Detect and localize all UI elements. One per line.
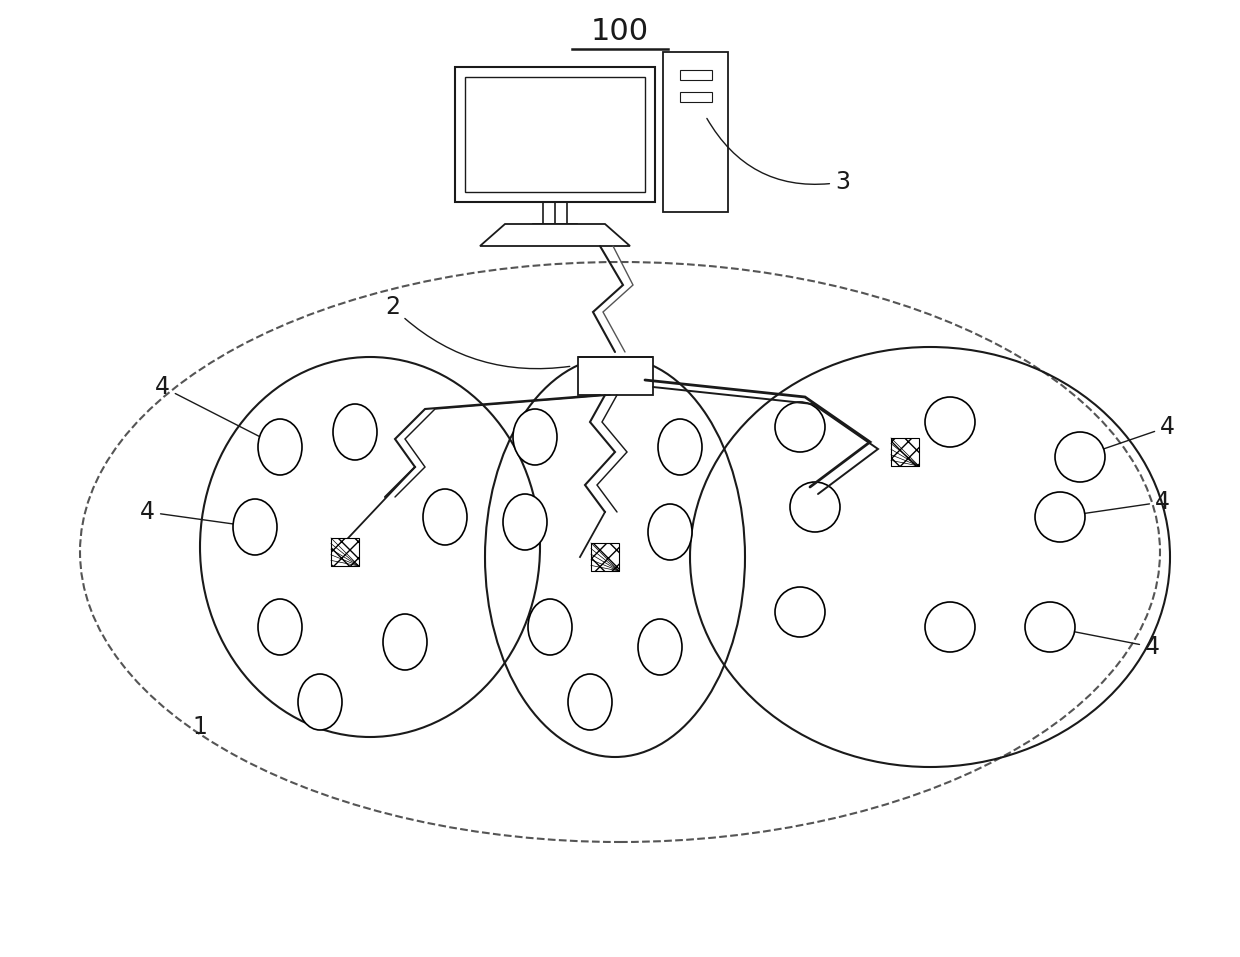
Ellipse shape — [1055, 432, 1105, 482]
Bar — [465, 77, 645, 192]
Bar — [680, 92, 712, 102]
Bar — [892, 438, 919, 466]
Ellipse shape — [658, 419, 702, 475]
Text: 4: 4 — [1053, 628, 1159, 659]
Text: 4: 4 — [1063, 490, 1171, 517]
Ellipse shape — [383, 614, 427, 670]
Ellipse shape — [503, 494, 547, 550]
Ellipse shape — [925, 397, 975, 447]
Ellipse shape — [298, 674, 342, 730]
Text: 4: 4 — [140, 500, 252, 526]
Ellipse shape — [568, 674, 613, 730]
Ellipse shape — [775, 402, 825, 452]
Ellipse shape — [649, 504, 692, 560]
Text: 2: 2 — [384, 295, 569, 368]
Ellipse shape — [423, 489, 467, 545]
Text: 3: 3 — [707, 119, 849, 194]
Bar — [591, 543, 619, 571]
Text: 4: 4 — [1083, 415, 1176, 456]
Ellipse shape — [1035, 492, 1085, 542]
Ellipse shape — [790, 482, 839, 532]
Bar — [331, 538, 360, 566]
Ellipse shape — [1025, 602, 1075, 652]
Bar — [455, 67, 655, 202]
Ellipse shape — [775, 587, 825, 637]
Polygon shape — [480, 224, 630, 246]
Text: 100: 100 — [591, 17, 649, 47]
Bar — [680, 70, 712, 80]
Ellipse shape — [258, 419, 303, 475]
Ellipse shape — [334, 404, 377, 460]
Ellipse shape — [528, 599, 572, 655]
Text: 1: 1 — [192, 715, 207, 739]
Ellipse shape — [513, 409, 557, 465]
Ellipse shape — [639, 619, 682, 675]
Bar — [578, 357, 652, 395]
Ellipse shape — [258, 599, 303, 655]
Ellipse shape — [925, 602, 975, 652]
Text: 4: 4 — [155, 375, 278, 446]
Bar — [663, 52, 728, 212]
Ellipse shape — [233, 499, 277, 555]
